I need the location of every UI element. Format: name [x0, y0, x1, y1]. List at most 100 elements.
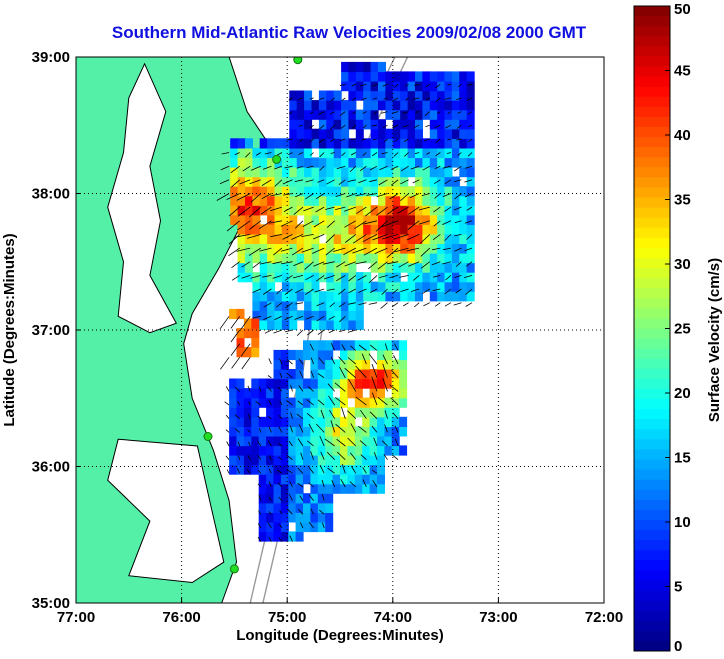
velocity-arrow: [369, 165, 378, 171]
velocity-cell: [459, 243, 468, 254]
velocity-cell: [288, 455, 297, 466]
velocity-cell: [318, 119, 327, 130]
velocity-cell: [399, 416, 408, 427]
velocity-cell: [378, 100, 386, 111]
velocity-arrow: [381, 440, 388, 447]
velocity-cell: [288, 407, 297, 418]
velocity-cell: [280, 502, 289, 513]
velocity-arrow: [278, 415, 283, 419]
velocity-arrow: [382, 83, 388, 87]
colorbar-tick-label: 0: [674, 638, 682, 655]
velocity-cell: [259, 195, 268, 206]
velocity-cell: [317, 340, 326, 351]
velocity-cell: [385, 71, 394, 82]
velocity-cell: [258, 445, 267, 456]
velocity-cell: [392, 176, 401, 187]
velocity-arrow: [444, 234, 452, 241]
velocity-cell: [311, 262, 320, 273]
velocity-cell: [348, 71, 357, 82]
velocity-cell: [281, 186, 290, 197]
colorbar-swatch: [634, 177, 670, 188]
velocity-arrow: [300, 452, 304, 460]
velocity-cell: [362, 340, 371, 351]
velocity-cell: [318, 186, 327, 197]
velocity-arrow: [297, 438, 304, 447]
velocity-arrow: [330, 124, 335, 130]
velocity-cell: [229, 378, 238, 389]
velocity-cell: [340, 359, 348, 370]
velocity-cell: [295, 502, 304, 513]
velocity-arrow: [457, 111, 462, 114]
velocity-cell: [266, 378, 275, 389]
velocity-cell: [429, 100, 438, 111]
velocity-cell: [355, 281, 364, 292]
colorbar-swatch: [634, 560, 670, 571]
velocity-cell: [258, 512, 267, 523]
velocity-arrow: [327, 288, 335, 291]
velocity-cell: [348, 300, 357, 311]
velocity-cell: [459, 195, 468, 206]
velocity-arrow: [361, 138, 367, 141]
velocity-arrow: [264, 152, 272, 155]
velocity-arrow: [288, 440, 293, 447]
velocity-cell: [266, 426, 275, 437]
velocity-cell: [392, 253, 401, 264]
velocity-arrow: [248, 206, 262, 218]
velocity-arrow: [444, 179, 452, 185]
velocity-arrow: [308, 494, 314, 501]
velocity-cell: [325, 340, 334, 351]
colorbar-swatch: [634, 358, 670, 370]
velocity-cell: [392, 128, 401, 139]
velocity-cell: [415, 128, 423, 139]
velocity-cell: [236, 378, 245, 389]
velocity-arrow: [260, 206, 272, 215]
velocity-cell: [230, 205, 239, 216]
velocity-cell: [325, 416, 334, 427]
velocity-cell: [303, 464, 311, 475]
velocity-cell: [252, 157, 261, 168]
velocity-cell: [378, 233, 386, 244]
velocity-cell: [437, 128, 446, 139]
velocity-arrow: [336, 438, 346, 447]
x-tick-label: 76:00: [162, 609, 200, 626]
hf-radar-station: [293, 57, 303, 65]
velocity-arrow: [257, 469, 262, 474]
colorbar-swatch: [634, 268, 670, 279]
velocity-cell: [459, 224, 468, 235]
velocity-cell: [415, 176, 423, 187]
velocity-arrow: [468, 124, 473, 127]
velocity-cell: [267, 300, 276, 311]
velocity-arrow: [436, 111, 441, 114]
velocity-cell: [237, 147, 246, 159]
velocity-cell: [369, 378, 378, 389]
velocity-cell: [289, 167, 298, 178]
velocity-cell: [259, 281, 268, 292]
velocity-arrow: [257, 454, 262, 460]
velocity-cell: [444, 233, 453, 244]
velocity-cell: [273, 388, 282, 399]
velocity-cell: [363, 281, 372, 292]
velocity-cell: [230, 157, 239, 168]
velocity-cell: [333, 319, 342, 330]
velocity-cell: [311, 310, 320, 321]
velocity-arrow: [309, 343, 314, 351]
velocity-cell: [429, 262, 438, 273]
velocity-arrow: [319, 97, 325, 100]
velocity-cell: [354, 349, 363, 361]
velocity-cell: [429, 281, 438, 292]
velocity-cell: [288, 445, 297, 456]
velocity-arrow: [309, 97, 314, 100]
velocity-cell: [422, 243, 431, 254]
velocity-arrow: [465, 302, 473, 307]
velocity-cell: [370, 224, 379, 235]
velocity-arrow: [402, 124, 409, 128]
velocity-cell: [384, 397, 393, 408]
velocity-cell: [347, 435, 356, 447]
velocity-cell: [325, 388, 334, 399]
velocity-cell: [325, 474, 334, 485]
velocity-cell: [288, 531, 297, 542]
velocity-cell: [377, 388, 385, 399]
velocity-cell: [437, 272, 446, 283]
colorbar-swatch: [634, 519, 670, 531]
